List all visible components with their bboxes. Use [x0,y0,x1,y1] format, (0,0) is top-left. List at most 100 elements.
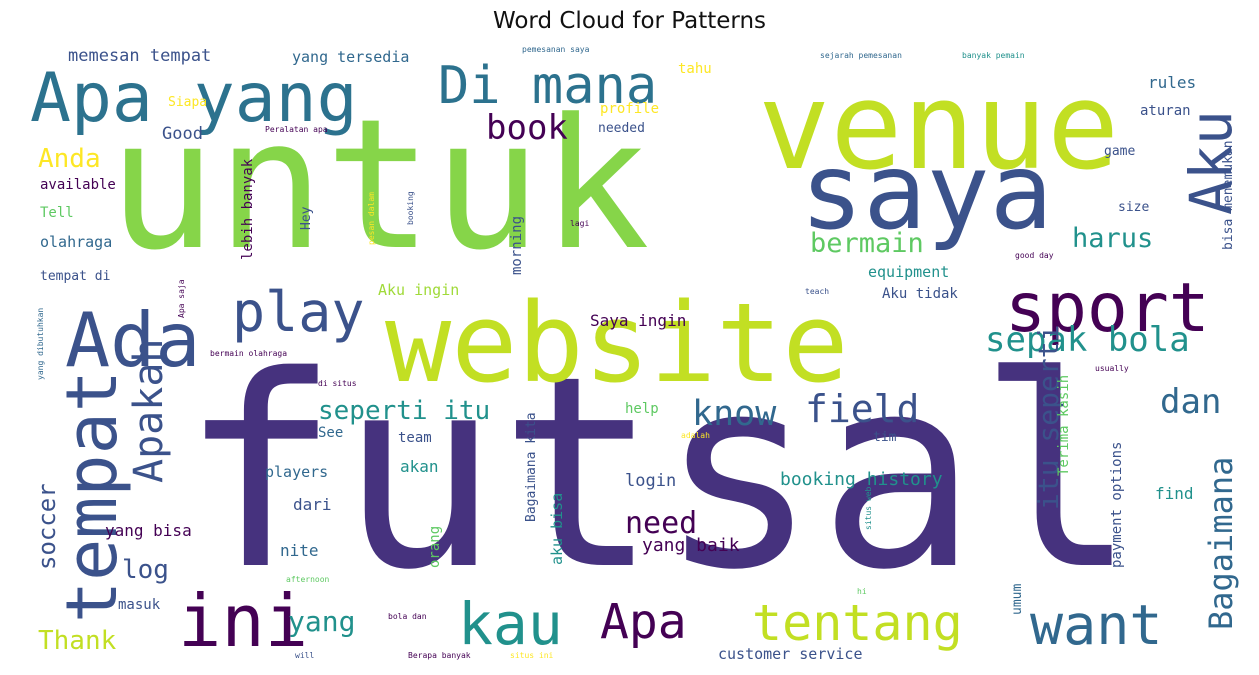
word-yang-baik: yang baik [642,535,740,556]
word-yang: yang [288,605,356,638]
word-usually: usually [1095,364,1129,373]
word-tempat: tempat [51,370,133,623]
word-umum: umum [1010,583,1025,615]
word-will: will [295,651,315,660]
word-equipment: equipment [868,263,950,281]
word-website: website [385,279,849,407]
word-saya: saya [800,131,1053,253]
word-players: players [265,463,329,481]
word-book: book [486,108,568,148]
word-bagaimana: Bagaimana [1202,456,1240,630]
word-field: field [805,387,920,431]
word-see: See [318,425,344,441]
word-ini: ini [178,579,309,663]
chart-title: Word Cloud for Patterns [492,8,767,34]
word-good-day: good day [1015,251,1054,260]
word-lagi: lagi [570,219,590,228]
word-lebih-banyak: lebih banyak [240,158,256,260]
word-tim: tim [873,430,897,445]
word-apa-saja: Apa saja [177,279,186,318]
word-hi: hi [857,587,867,596]
word-di-mana: Di mana [438,56,658,116]
word-aturan: aturan [1140,103,1191,119]
word-harus: harus [1072,223,1154,254]
word-memesan-tempat: memesan tempat [68,46,212,66]
word-saya-ingin: Saya ingin [590,311,687,330]
word-di-situs: di situs [318,379,357,388]
word-nite: nite [280,541,319,560]
word-dan: dan [1160,382,1222,422]
word-apa-yang: Apa yang [30,59,358,138]
word-kau: kau [458,590,563,658]
word-customer-service: customer service [718,645,863,663]
word-yang-tersedia: yang tersedia [292,48,410,66]
word-orang: orang [427,525,443,568]
word-terima-kasih: Terima kasih [1056,374,1072,476]
word-tempat-di: tempat di [40,269,111,284]
word-bisa-menemukan: bisa menemukan [1221,140,1236,250]
word-adalah: adalah [681,431,710,440]
word-apakah: Apakah [126,338,172,484]
word-afternoon: afternoon [286,575,330,584]
word-login: login [625,471,677,491]
word-payment-options: payment options [1109,441,1125,568]
word-find: find [1155,484,1194,503]
word-aku-bisa: aku bisa [548,492,566,565]
word-cloud: futsal untuk venue website saya Apa yang sport… [20,40,1249,670]
word-pesan-dalam: pesan dalam [367,192,376,245]
word-yang-dibutuhkan: yang dibutuhkan [36,307,45,380]
word-available: available [40,177,116,193]
word-hey: Hey [299,206,314,230]
word-size: size [1118,200,1150,215]
word-pemesanan-saya: pemesanan saya [522,45,590,54]
word-booking-history: booking history [780,469,943,490]
word-seperti-itu: seperti itu [318,396,491,426]
word-teach: teach [805,287,830,296]
word-situs-web: situs web [864,486,873,530]
word-needed: needed [598,121,645,136]
word-need: need [625,506,698,541]
word-situs-ini: situs ini [510,651,554,660]
word-rules: rules [1148,73,1197,92]
word-venue: venue [758,58,1120,197]
word-soccer: soccer [33,483,61,570]
word-morning: morning [509,215,525,275]
word-sejarah-pemesanan: sejarah pemesanan [820,51,902,60]
word-aku-tidak: Aku tidak [882,286,958,302]
word-bola-dan: bola dan [388,612,427,621]
word-anda: Anda [38,144,101,174]
word-untuk: untuk [108,81,650,290]
word-bermain: bermain [810,228,924,259]
word-thank: Thank [38,626,117,656]
word-tentang: tentang [752,594,963,652]
word-futsal: futsal [180,320,1138,628]
word-ada: Ada [65,296,201,384]
word-play: play [232,280,365,344]
word-help: help [625,401,659,417]
word-banyak-pemain: banyak pemain [962,51,1025,60]
word-sepak-bola: sepak bola [985,320,1190,360]
word-yang-bisa: yang bisa [105,521,192,540]
word-want: want [1030,593,1163,657]
word-good: Good [162,124,203,144]
word-peralatan-apa: Peralatan apa [265,125,328,134]
word-profile: profile [600,101,660,117]
word-masuk: masuk [118,597,161,613]
word-bermain-olahraga: bermain olahraga [210,349,288,358]
word-know: know [692,394,777,434]
word-apa: Apa [600,594,687,650]
word-game: game [1104,144,1136,159]
word-akan: akan [400,457,439,476]
word-log: log [122,555,169,585]
word-bagaimana-kita: Bagaimana kita [524,412,539,522]
word-berapa-banyak: Berapa banyak [408,651,471,660]
word-sport: sport [1005,269,1210,348]
word-booking: booking [406,191,415,225]
word-team: team [398,430,432,446]
word-olahraga: olahraga [40,233,113,251]
word-dari: dari [293,495,332,514]
word-aku-ingin: Aku ingin [378,281,460,299]
word-tell: Tell [40,205,74,221]
word-tahu: tahu [678,61,712,77]
word-siapa: Siapa [168,95,208,110]
